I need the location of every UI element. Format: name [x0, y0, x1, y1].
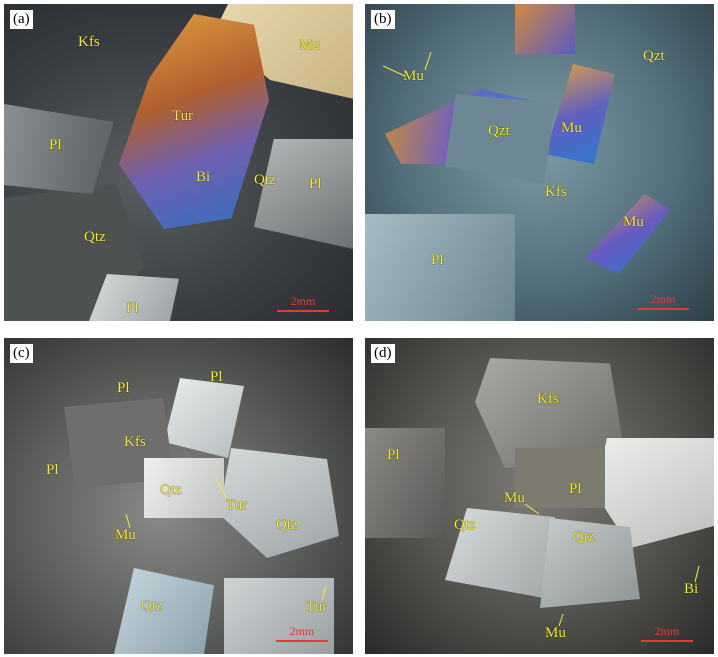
mineral-label-mu: Mu — [299, 37, 320, 53]
mineral-label-qzt: Qzt — [488, 123, 510, 139]
mineral-label-qtz: Qtz — [276, 517, 298, 533]
grain — [114, 568, 214, 654]
mineral-label-kfs: Kfs — [545, 184, 567, 200]
mineral-label-mu: Mu — [623, 214, 644, 230]
grain — [515, 448, 605, 508]
mineral-label-tur: Tur — [226, 497, 248, 513]
leader-lines — [524, 503, 700, 627]
grain — [144, 458, 224, 518]
grain — [4, 104, 114, 194]
scale-bar-label: 2mm — [290, 294, 316, 308]
mineral-label-pl: Pl — [309, 176, 322, 192]
mineral-label-mu: Mu — [115, 527, 136, 543]
micrograph-panel-c: (c) Pl Pl Kfs Pl Qtz Tur Mu Qtz Qtz Tur … — [4, 338, 353, 654]
panel-tag: (d) — [371, 344, 395, 363]
mineral-label-pl: Pl — [569, 481, 582, 497]
mineral-label-pl: Pl — [46, 462, 59, 478]
mineral-label-qtz: Qtz — [254, 172, 276, 188]
scale-bar-label: 2mm — [654, 624, 680, 638]
mineral-label-mu: Mu — [504, 490, 525, 506]
micrograph-panel-a: (a) Kfs Mu Tur Pl Bi Qtz Pl Qtz Pl 2mm — [4, 4, 353, 321]
grain — [365, 428, 445, 538]
mineral-label-qtz: Qtz — [84, 229, 106, 245]
mineral-label-qtz: Qtz — [573, 529, 595, 545]
mineral-label-pl: Pl — [49, 137, 62, 153]
scale-bar-label: 2mm — [650, 292, 676, 306]
panel-tag: (b) — [371, 10, 395, 29]
scale-bar-line — [641, 640, 693, 642]
mineral-label-kfs: Kfs — [124, 434, 146, 450]
scale-bar: 2mm — [641, 624, 693, 642]
grain — [515, 4, 575, 54]
grain — [445, 508, 555, 598]
scale-bar: 2mm — [277, 294, 329, 312]
scale-bar: 2mm — [276, 624, 328, 642]
leader-lines — [125, 477, 327, 601]
mineral-label-pl: Pl — [431, 252, 444, 268]
mineral-label-qtz: Qtz — [160, 482, 182, 498]
micrograph-panel-d: (d) Kfs Pl Mu Pl Qtz Qtz Bi Mu 2mm — [365, 338, 714, 654]
mineral-label-mu: Mu — [545, 625, 566, 641]
mineral-label-qtz: Qtz — [454, 517, 476, 533]
mineral-label-pl: Pl — [387, 447, 400, 463]
mineral-label-tur: Tur — [172, 108, 194, 124]
grain — [89, 274, 179, 321]
panel-tag: (a) — [10, 10, 33, 29]
grain — [254, 139, 353, 249]
mineral-label-mu: Mu — [403, 68, 424, 84]
mineral-label-pl: Pl — [126, 300, 139, 316]
scale-bar: 2mm — [637, 292, 689, 310]
mineral-label-qzt: Qzt — [643, 48, 665, 64]
mineral-label-qtz: Qtz — [141, 598, 163, 614]
mineral-label-mu: Mu — [561, 120, 582, 136]
leader-lines — [382, 51, 432, 77]
grain — [540, 518, 640, 608]
mineral-label-pl: Pl — [117, 380, 130, 396]
scale-bar-line — [277, 310, 329, 312]
scale-bar-line — [276, 640, 328, 642]
panel-tag: (c) — [10, 344, 33, 363]
grain — [119, 14, 269, 229]
mineral-label-bi: Bi — [684, 581, 699, 597]
mineral-label-kfs: Kfs — [537, 391, 559, 407]
mineral-label-bi: Bi — [196, 169, 211, 185]
mineral-label-kfs: Kfs — [78, 34, 100, 50]
mineral-label-tur: Tur — [306, 599, 328, 615]
grain — [365, 214, 515, 321]
grain — [445, 94, 555, 184]
grain — [164, 378, 244, 458]
scale-bar-line — [637, 308, 689, 310]
scale-bar-label: 2mm — [289, 624, 315, 638]
mineral-label-pl: Pl — [210, 369, 223, 385]
micrograph-panel-b: (b) Mu Qzt Qzt Mu Kfs Mu Pl 2mm — [365, 4, 714, 321]
